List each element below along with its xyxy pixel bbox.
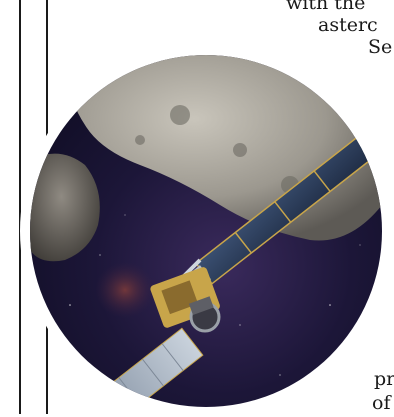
article-text-line: Se (368, 36, 393, 58)
article-text-line: pr (374, 368, 394, 390)
spacecraft-body (150, 267, 221, 333)
small-asteroid (30, 153, 100, 262)
companion-probe (346, 344, 359, 368)
photo-circle-frame (20, 45, 392, 417)
column-rule-left (19, 0, 21, 414)
illustration-art (30, 55, 382, 407)
article-text-line: with the (286, 0, 366, 14)
article-text-line: asterc (318, 14, 378, 36)
spacecraft-asteroid-illustration (30, 55, 382, 407)
lower-solar-array (94, 327, 204, 407)
large-asteroid (69, 55, 382, 241)
distant-planet (95, 262, 155, 318)
article-text-line: of (372, 392, 391, 414)
